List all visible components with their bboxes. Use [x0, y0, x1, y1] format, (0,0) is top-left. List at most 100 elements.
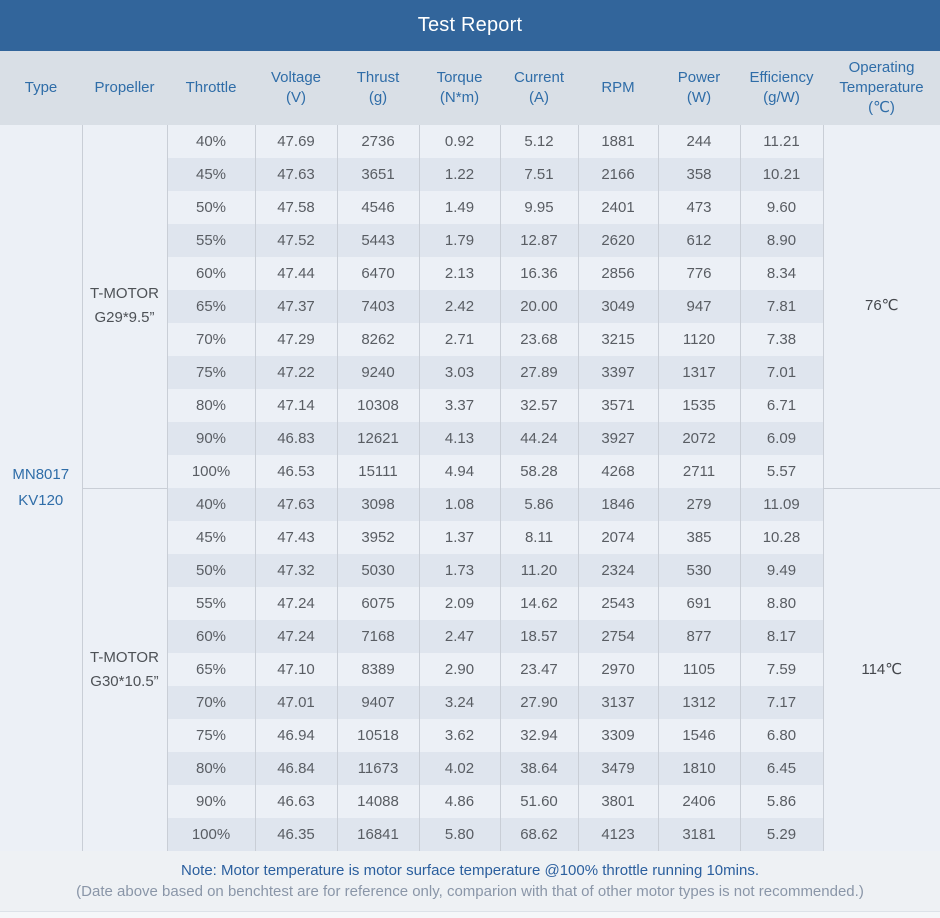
- cell-throttle: 50%: [167, 191, 256, 224]
- cell-thrust: 16841: [337, 818, 420, 851]
- cell-voltage: 46.83: [255, 422, 338, 455]
- bottom-strip: [0, 911, 940, 918]
- cell-rpm: 3397: [578, 356, 659, 389]
- cell-efficiency: 7.38: [740, 323, 824, 356]
- type-cell: MN8017 KV120: [0, 125, 83, 851]
- cell-throttle: 70%: [167, 323, 256, 356]
- cell-efficiency: 5.86: [740, 785, 824, 818]
- cell-current: 32.57: [500, 389, 579, 422]
- cell-power: 2072: [658, 422, 741, 455]
- cell-efficiency: 7.81: [740, 290, 824, 323]
- cell-rpm: 2620: [578, 224, 659, 257]
- cell-voltage: 47.58: [255, 191, 338, 224]
- cell-current: 27.89: [500, 356, 579, 389]
- cell-power: 2406: [658, 785, 741, 818]
- cell-torque: 4.13: [419, 422, 501, 455]
- cell-throttle: 50%: [167, 554, 256, 587]
- cell-torque: 5.80: [419, 818, 501, 851]
- cell-torque: 3.37: [419, 389, 501, 422]
- cell-torque: 0.92: [419, 125, 501, 158]
- cell-power: 947: [658, 290, 741, 323]
- cell-voltage: 47.63: [255, 158, 338, 191]
- cell-power: 691: [658, 587, 741, 620]
- cell-voltage: 47.24: [255, 620, 338, 653]
- cell-rpm: 3801: [578, 785, 659, 818]
- cell-voltage: 47.63: [255, 488, 338, 521]
- cell-current: 14.62: [500, 587, 579, 620]
- cell-power: 612: [658, 224, 741, 257]
- cell-rpm: 2401: [578, 191, 659, 224]
- cell-current: 44.24: [500, 422, 579, 455]
- cell-throttle: 65%: [167, 653, 256, 686]
- cell-thrust: 11673: [337, 752, 420, 785]
- cell-throttle: 100%: [167, 455, 256, 488]
- cell-voltage: 46.94: [255, 719, 338, 752]
- cell-throttle: 100%: [167, 818, 256, 851]
- cell-voltage: 47.24: [255, 587, 338, 620]
- cell-current: 51.60: [500, 785, 579, 818]
- table-row: 75% 47.22 9240 3.03 27.89 3397 1317 7.01: [0, 356, 940, 389]
- cell-rpm: 2166: [578, 158, 659, 191]
- cell-power: 1312: [658, 686, 741, 719]
- cell-thrust: 3651: [337, 158, 420, 191]
- cell-throttle: 60%: [167, 257, 256, 290]
- cell-power: 530: [658, 554, 741, 587]
- cell-torque: 4.02: [419, 752, 501, 785]
- cell-rpm: 1846: [578, 488, 659, 521]
- cell-current: 23.47: [500, 653, 579, 686]
- cell-rpm: 1881: [578, 125, 659, 158]
- cell-rpm: 3927: [578, 422, 659, 455]
- cell-power: 1105: [658, 653, 741, 686]
- cell-voltage: 47.69: [255, 125, 338, 158]
- cell-current: 16.36: [500, 257, 579, 290]
- propeller-cell: T-MOTOR G30*10.5”: [82, 488, 168, 851]
- cell-efficiency: 6.09: [740, 422, 824, 455]
- cell-throttle: 55%: [167, 587, 256, 620]
- cell-rpm: 3571: [578, 389, 659, 422]
- cell-rpm: 4123: [578, 818, 659, 851]
- cell-voltage: 47.22: [255, 356, 338, 389]
- column-header-operating_temperature: Operating Temperature (℃): [823, 51, 940, 125]
- cell-rpm: 3049: [578, 290, 659, 323]
- cell-current: 68.62: [500, 818, 579, 851]
- cell-thrust: 7403: [337, 290, 420, 323]
- cell-rpm: 3479: [578, 752, 659, 785]
- cell-voltage: 47.44: [255, 257, 338, 290]
- cell-current: 11.20: [500, 554, 579, 587]
- cell-thrust: 9240: [337, 356, 420, 389]
- column-header-efficiency: Efficiency (g/W): [740, 51, 823, 125]
- column-header-thrust: Thrust (g): [337, 51, 419, 125]
- cell-throttle: 40%: [167, 125, 256, 158]
- column-header-type: Type: [0, 51, 82, 125]
- cell-power: 279: [658, 488, 741, 521]
- cell-torque: 2.71: [419, 323, 501, 356]
- cell-voltage: 46.84: [255, 752, 338, 785]
- cell-efficiency: 8.34: [740, 257, 824, 290]
- cell-rpm: 3215: [578, 323, 659, 356]
- cell-power: 473: [658, 191, 741, 224]
- cell-throttle: 45%: [167, 158, 256, 191]
- cell-rpm: 2074: [578, 521, 659, 554]
- cell-efficiency: 9.49: [740, 554, 824, 587]
- cell-thrust: 9407: [337, 686, 420, 719]
- cell-efficiency: 5.29: [740, 818, 824, 851]
- cell-thrust: 6470: [337, 257, 420, 290]
- cell-efficiency: 10.21: [740, 158, 824, 191]
- cell-torque: 2.42: [419, 290, 501, 323]
- cell-voltage: 47.52: [255, 224, 338, 257]
- cell-current: 23.68: [500, 323, 579, 356]
- cell-thrust: 8389: [337, 653, 420, 686]
- cell-torque: 1.79: [419, 224, 501, 257]
- cell-torque: 4.86: [419, 785, 501, 818]
- cell-torque: 2.47: [419, 620, 501, 653]
- cell-thrust: 15111: [337, 455, 420, 488]
- column-header-throttle: Throttle: [167, 51, 255, 125]
- cell-throttle: 60%: [167, 620, 256, 653]
- cell-efficiency: 10.28: [740, 521, 824, 554]
- cell-current: 5.12: [500, 125, 579, 158]
- column-header-power: Power (W): [658, 51, 740, 125]
- cell-thrust: 14088: [337, 785, 420, 818]
- table-row: 50% 47.58 4546 1.49 9.95 2401 473 9.60: [0, 191, 940, 224]
- cell-torque: 2.09: [419, 587, 501, 620]
